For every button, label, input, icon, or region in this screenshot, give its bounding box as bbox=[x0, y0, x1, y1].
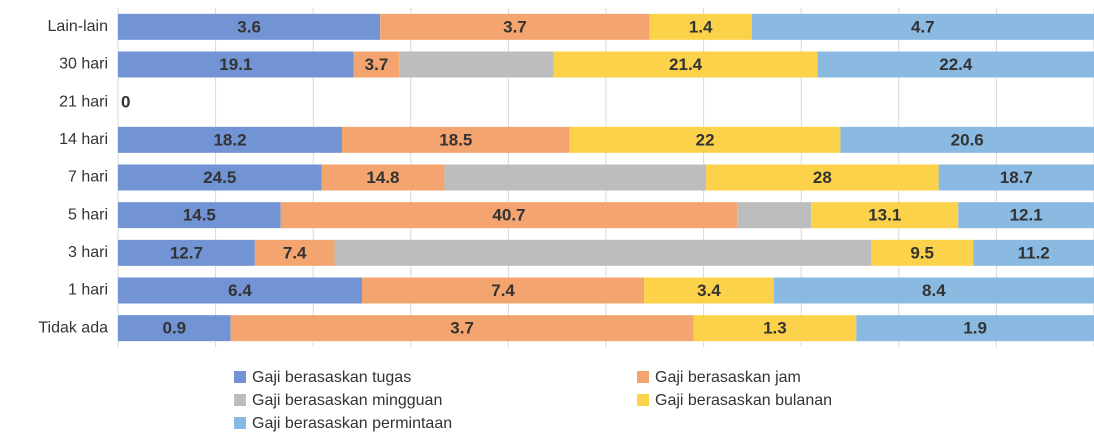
category-label: 21 hari bbox=[59, 93, 108, 110]
bar-segment bbox=[444, 164, 707, 191]
bar-segment bbox=[811, 202, 959, 229]
data-label: 6.4 bbox=[228, 281, 252, 300]
bar-segment bbox=[280, 202, 738, 229]
data-label: 14.5 bbox=[183, 206, 216, 225]
data-label: 18.7 bbox=[1000, 168, 1033, 187]
legend-swatch bbox=[637, 371, 649, 383]
data-label: 7.4 bbox=[491, 281, 515, 300]
data-label: 13.1 bbox=[868, 206, 901, 225]
data-label: 4.7 bbox=[911, 17, 935, 36]
category-label: 5 hari bbox=[68, 206, 108, 223]
bar-segment bbox=[553, 51, 818, 78]
bar-segment bbox=[871, 239, 974, 266]
category-label: Tidak ada bbox=[38, 319, 108, 336]
bar-segment bbox=[973, 239, 1094, 266]
bar-segment bbox=[362, 277, 645, 304]
bar-segment bbox=[118, 202, 281, 229]
bar-segment bbox=[706, 164, 939, 191]
data-label: 24.5 bbox=[203, 168, 236, 187]
data-label: 21.4 bbox=[669, 55, 703, 74]
bar-segment bbox=[840, 126, 1094, 153]
bar-segment bbox=[118, 126, 342, 153]
data-label: 11.2 bbox=[1018, 243, 1050, 262]
bar-segment bbox=[644, 277, 774, 304]
data-label: 3.6 bbox=[237, 17, 261, 36]
bar-segment bbox=[118, 164, 322, 191]
data-label: 3.4 bbox=[697, 281, 721, 300]
data-label: 1.4 bbox=[689, 17, 713, 36]
data-label: 22 bbox=[696, 130, 715, 149]
bar-segment bbox=[938, 164, 1094, 191]
data-label: 12.1 bbox=[1010, 206, 1043, 225]
data-label: 18.5 bbox=[439, 130, 472, 149]
legend-swatch bbox=[234, 417, 246, 429]
bar-segment bbox=[856, 315, 1094, 342]
legend-swatch bbox=[637, 394, 649, 406]
bar-segment bbox=[118, 277, 362, 304]
category-label: 1 hari bbox=[68, 282, 108, 299]
bar-segment bbox=[118, 51, 354, 78]
data-label: 28 bbox=[813, 168, 832, 187]
bar-segment bbox=[649, 13, 752, 40]
bar-segment bbox=[230, 315, 694, 342]
legend-label: Gaji berasaskan bulanan bbox=[655, 392, 832, 409]
data-label: 1.9 bbox=[963, 319, 987, 338]
legend-label: Gaji berasaskan mingguan bbox=[252, 392, 442, 409]
data-label: 9.5 bbox=[910, 243, 934, 262]
category-label: Lain-lain bbox=[48, 18, 108, 35]
bar-segment bbox=[751, 13, 1094, 40]
data-label: 14.8 bbox=[366, 168, 399, 187]
category-label: 7 hari bbox=[68, 169, 108, 186]
category-label: 30 hari bbox=[59, 56, 108, 73]
bar-segment bbox=[342, 126, 570, 153]
legend-swatch bbox=[234, 371, 246, 383]
category-label: 14 hari bbox=[59, 131, 108, 148]
bar-segment bbox=[817, 51, 1094, 78]
data-label: 40.7 bbox=[492, 206, 525, 225]
legend-label: Gaji berasaskan jam bbox=[655, 369, 801, 386]
legend-swatch bbox=[234, 394, 246, 406]
data-label: 22.4 bbox=[939, 55, 973, 74]
bar-segment bbox=[693, 315, 857, 342]
bar-segment bbox=[380, 13, 650, 40]
data-label: 18.2 bbox=[213, 130, 246, 149]
bar-segment bbox=[334, 239, 872, 266]
data-label: 0.9 bbox=[162, 319, 186, 338]
data-label: 3.7 bbox=[503, 17, 527, 36]
bar-segment bbox=[737, 202, 812, 229]
bar-segment bbox=[773, 277, 1094, 304]
bar-segment bbox=[399, 51, 554, 78]
legend-label: Gaji berasaskan permintaan bbox=[252, 415, 452, 432]
data-label: 3.7 bbox=[450, 319, 474, 338]
bar-segment bbox=[958, 202, 1094, 229]
category-label: 3 hari bbox=[68, 244, 108, 261]
data-label: 0 bbox=[121, 93, 130, 112]
data-label: 20.6 bbox=[951, 130, 984, 149]
bar-segment bbox=[569, 126, 841, 153]
data-label: 1.3 bbox=[763, 319, 787, 338]
bar-segment bbox=[321, 164, 445, 191]
bar-segment bbox=[254, 239, 335, 266]
bar-segment bbox=[118, 13, 381, 40]
data-label: 3.7 bbox=[365, 55, 389, 74]
data-label: 19.1 bbox=[219, 55, 252, 74]
data-label: 7.4 bbox=[283, 243, 307, 262]
bar-segment bbox=[118, 315, 231, 342]
bar-segment bbox=[353, 51, 400, 78]
data-label: 8.4 bbox=[922, 281, 946, 300]
bar-segment bbox=[118, 239, 255, 266]
legend-label: Gaji berasaskan tugas bbox=[252, 369, 411, 386]
data-label: 12.7 bbox=[170, 243, 203, 262]
